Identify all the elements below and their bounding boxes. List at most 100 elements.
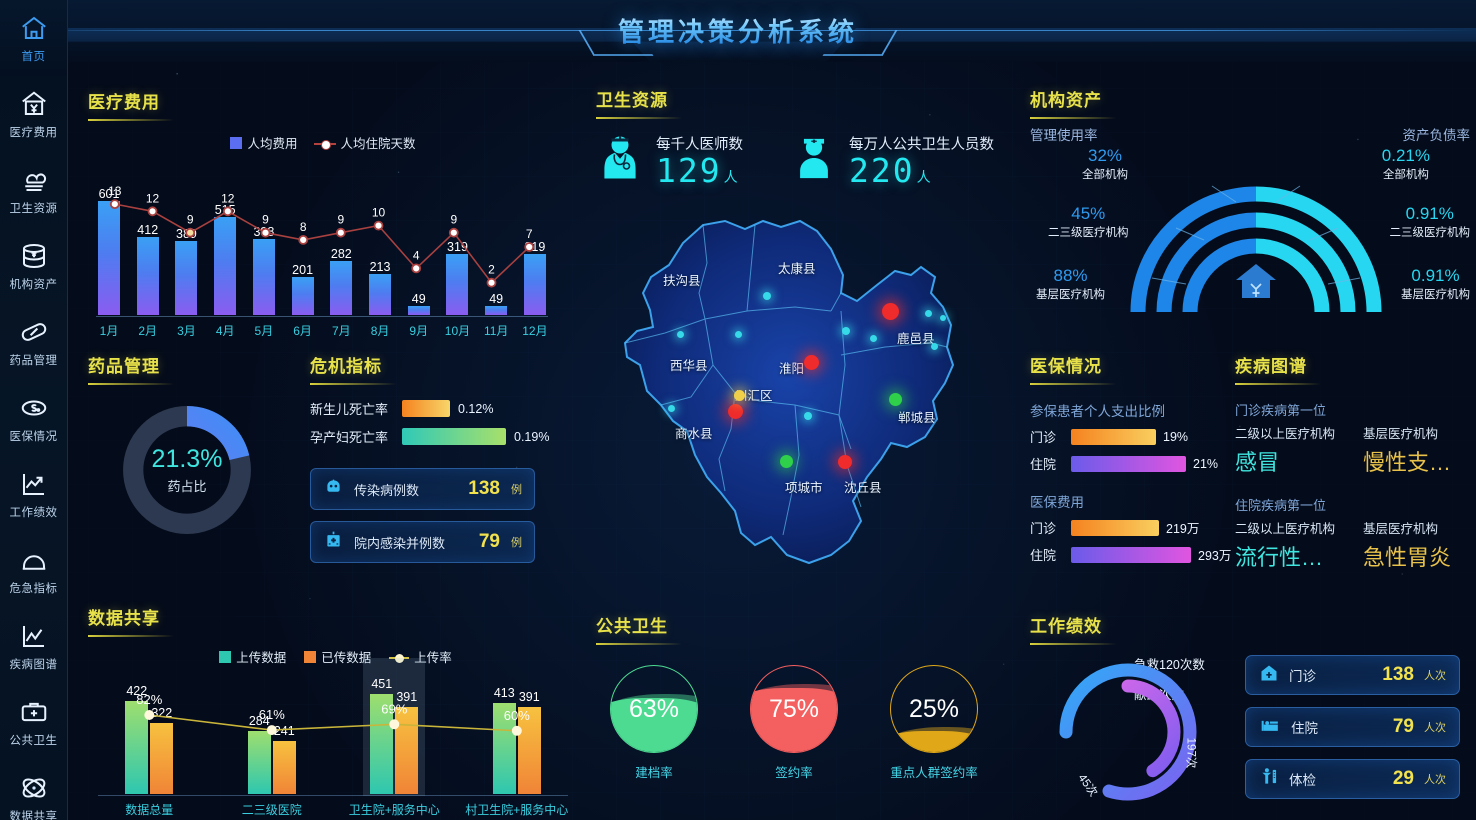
medical-cost-panel: 医疗费用 人均费用 人均住院天数 60141238951539820128221… [88, 88, 558, 343]
map-marker-cyan[interactable] [842, 327, 850, 335]
map-region-label[interactable]: 郸城县 [898, 411, 936, 425]
map-marker-cyan[interactable] [931, 343, 938, 350]
crisis-card-infectious[interactable]: 传染病例数 138 例 [310, 468, 535, 510]
health-resource-name: 每千人医师数 [656, 137, 743, 153]
map-marker-yellow[interactable] [734, 390, 745, 401]
health-resource-name: 每万人公共卫生人员数 [849, 137, 994, 153]
medical-cost-bar: 601 [96, 187, 122, 315]
sidebar-item-home[interactable]: 首页 [0, 0, 67, 76]
public-health-gauge: 25% 重点人群签约率 [890, 665, 978, 781]
assets-left-header: 管理使用率 [1030, 128, 1098, 143]
map-region-label[interactable]: 扶沟县 [663, 274, 701, 288]
map-region-label[interactable]: 商水县 [675, 427, 713, 441]
public-health-gauge: 63% 建档率 [610, 665, 698, 781]
bar-value-label: 391 [396, 690, 418, 705]
medical-cost-legend: 人均费用 人均住院天数 [88, 133, 558, 152]
sidebar-item-insurance[interactable]: 医保情况 [0, 380, 67, 456]
capsule-icon [19, 317, 49, 347]
disease-group-1: 门诊疾病第一位 二级以上医疗机构 感冒 基层医疗机构 慢性支… [1235, 400, 1476, 477]
x-tick-label: 12月 [522, 324, 548, 338]
insurance-group-1: 参保患者个人支出比例 门诊 19% 住院 21% [1030, 400, 1245, 473]
map-marker-cyan[interactable] [940, 315, 946, 321]
health-resource-value-row: 220 人 [849, 153, 994, 189]
line-point-label: 9 [262, 213, 269, 227]
map-marker-cyan[interactable] [870, 335, 877, 342]
sidebar-nav[interactable]: 首页 医疗费用 卫生资源 机构资产 药品管理 医保情况 工作绩效 [0, 0, 68, 820]
map-region-label[interactable]: 太康县 [778, 262, 816, 276]
sidebar-item-data-share[interactable]: 数据共享 [0, 760, 67, 820]
legend-item-rate: 上传率 [389, 647, 452, 666]
sidebar-item-medical-cost[interactable]: 医疗费用 [0, 76, 67, 152]
map-marker-green[interactable] [780, 455, 793, 468]
sidebar-item-assets[interactable]: 机构资产 [0, 228, 67, 304]
map-marker-green[interactable] [889, 393, 902, 406]
gauge-label: 重点人群签约率 [890, 766, 978, 780]
legend-item-avg-days: 人均住院天数 [313, 133, 416, 152]
map-marker-cyan[interactable] [735, 331, 742, 338]
gauge-label: 建档率 [635, 766, 673, 780]
x-axis-labels: 数据总量 二三级医院 卫生院+服务中心 村卫生院+服务中心 [88, 801, 578, 818]
data-share-title: 数据共享 [88, 609, 160, 628]
bar-value-label: 213 [369, 260, 391, 275]
line-point-label: 61% [259, 707, 285, 722]
assets-right-item: 0.91% 二三级医疗机构 [1390, 204, 1471, 240]
legend-swatch-line [313, 140, 336, 150]
insurance-row-label: 住院 [1030, 457, 1057, 472]
summary-card-inpatient[interactable]: 住院 79 人次 [1245, 707, 1460, 747]
x-tick-label: 卫生院+服务中心 [348, 803, 440, 817]
sidebar-item-disease[interactable]: 疾病图谱 [0, 608, 67, 684]
performance-panel: 工作绩效 急救120次数 献血次数 197次 45次 [1030, 612, 1255, 820]
bar-rect [175, 240, 198, 315]
insurance-row-label: 住院 [1030, 548, 1057, 563]
sidebar-label-insurance: 医保情况 [9, 430, 58, 443]
map-marker-red[interactable] [804, 355, 819, 370]
assets-label: 二三级医疗机构 [1389, 227, 1471, 239]
map-marker-cyan[interactable] [804, 412, 812, 420]
sidebar-item-health-resource[interactable]: 卫生资源 [0, 152, 67, 228]
sidebar-item-performance[interactable]: 工作绩效 [0, 456, 67, 532]
sidebar-item-drug[interactable]: 药品管理 [0, 304, 67, 380]
bar-rect [407, 305, 430, 315]
sidebar-item-crisis[interactable]: 危急指标 [0, 532, 67, 608]
summary-card-checkup[interactable]: 体检 29 人次 [1245, 759, 1460, 799]
summary-card-outpatient[interactable]: 门诊 138 人次 [1245, 655, 1460, 695]
liquid-fill [611, 697, 697, 752]
drug-ratio-label: 药占比 [167, 479, 207, 494]
line-point [298, 235, 309, 245]
assets-right-item: 0.21% 全部机构 [1382, 146, 1430, 182]
map-region-label[interactable]: 鹿邑县 [897, 332, 935, 346]
bar-rect [252, 239, 275, 315]
map-region-label[interactable]: 西华县 [670, 359, 708, 373]
health-resource-unit: 人 [723, 169, 738, 185]
map-region-label[interactable]: 淮阳 [779, 362, 805, 376]
data-share-bar: 422 [125, 684, 149, 794]
map-marker-red[interactable] [882, 303, 899, 320]
data-share-bar: 451 [370, 677, 394, 794]
data-share-bar: 391 [395, 690, 419, 794]
health-resource-text: 每万人公共卫生人员数 220 人 [849, 133, 994, 189]
line-point [511, 725, 522, 736]
page-title: 管理决策分析系统 [0, 12, 1476, 49]
map-marker-cyan[interactable] [763, 292, 771, 300]
map-marker-cyan[interactable] [677, 331, 684, 338]
map-region-label[interactable]: 项城市 [785, 481, 823, 495]
medical-cost-bar: 282 [328, 247, 354, 315]
region-map[interactable]: 扶沟县 太康县 西华县 淮阳 川汇区 鹿邑县 郸城县 商水县 项城市 沈丘县 [595, 215, 995, 600]
liquid-fill-back [891, 727, 977, 752]
bar-rect [330, 261, 353, 315]
bar-value-label: 413 [493, 685, 515, 700]
crisis-card-nosocomial[interactable]: 院内感染并例数 79 例 [310, 521, 535, 563]
map-marker-cyan[interactable] [668, 405, 675, 412]
line-point [266, 725, 277, 736]
map-marker-red[interactable] [838, 455, 852, 469]
map-marker-cyan[interactable] [925, 310, 932, 317]
summary-card-value: 79 [1392, 716, 1414, 737]
header-divider-line [0, 30, 1476, 31]
map-marker-red[interactable] [728, 404, 743, 419]
disease-col-sub: 二级以上医疗机构 [1235, 427, 1336, 441]
summary-card-unit: 人次 [1424, 774, 1446, 786]
chart-line-icon [19, 621, 49, 651]
health-resource-item-doctors: 每千人医师数 129 人 [596, 133, 743, 189]
sidebar-item-public-health[interactable]: 公共卫生 [0, 684, 67, 760]
map-region-label[interactable]: 沈丘县 [844, 481, 882, 495]
